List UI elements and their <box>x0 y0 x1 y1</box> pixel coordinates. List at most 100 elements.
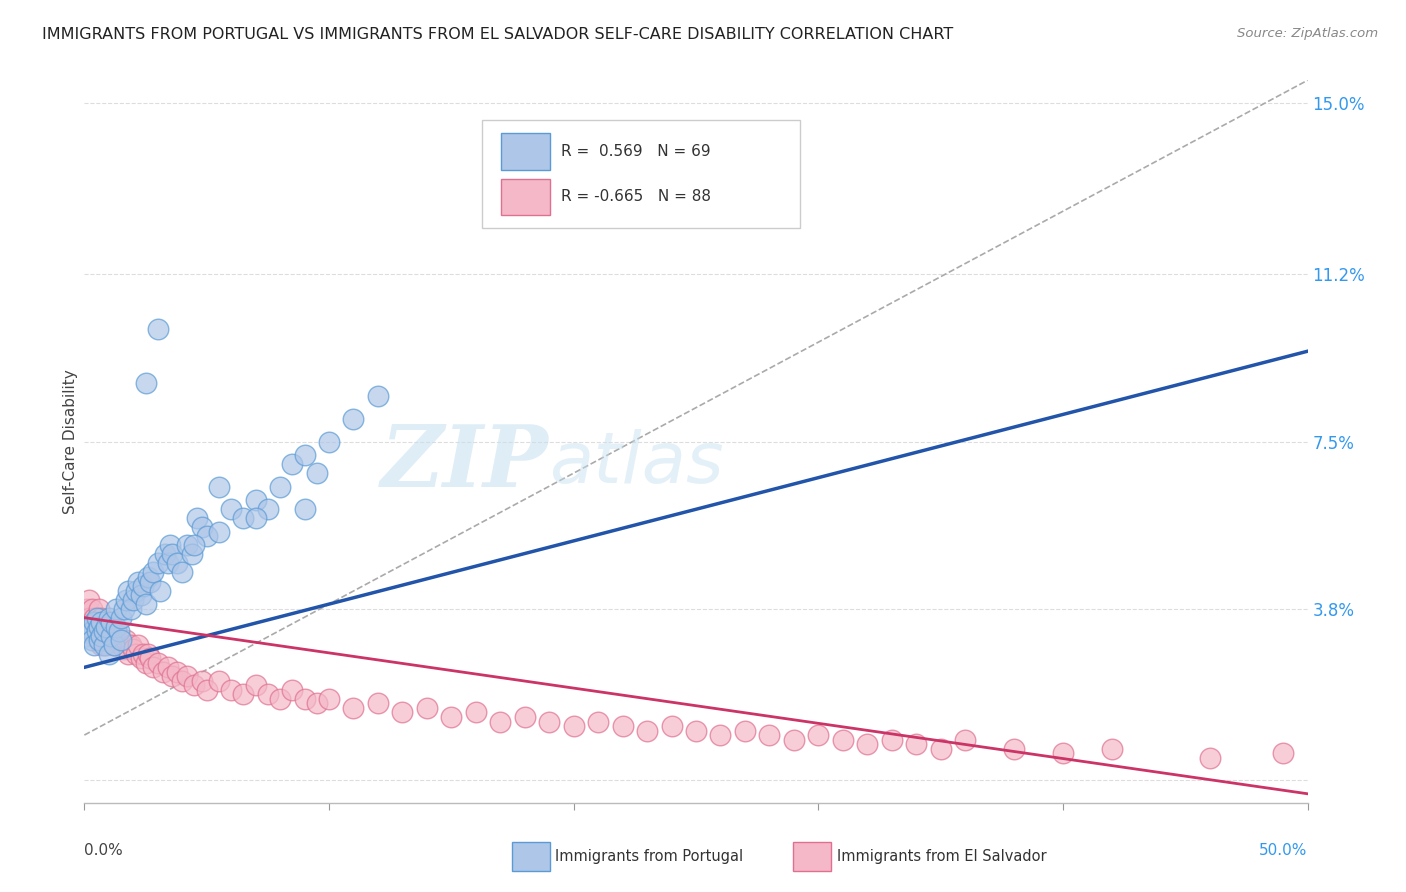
Point <box>342 412 364 426</box>
Point <box>195 529 218 543</box>
Point <box>562 719 585 733</box>
Point <box>112 642 135 657</box>
Text: 0.0%: 0.0% <box>84 843 124 857</box>
Y-axis label: Self-Care Disability: Self-Care Disability <box>63 369 77 514</box>
Point <box>294 692 316 706</box>
Point <box>77 620 100 634</box>
Point <box>208 524 231 539</box>
Point <box>257 687 280 701</box>
Point <box>93 638 115 652</box>
Point <box>181 548 204 562</box>
Point <box>367 697 389 711</box>
Point <box>86 610 108 624</box>
Point <box>120 601 142 615</box>
Point <box>208 480 231 494</box>
Point <box>305 466 328 480</box>
Point <box>159 538 181 552</box>
Point <box>110 610 132 624</box>
Point <box>586 714 609 729</box>
Point <box>191 520 214 534</box>
Point <box>83 615 105 630</box>
Point <box>342 701 364 715</box>
Point <box>166 557 188 571</box>
Point <box>232 687 254 701</box>
Point <box>636 723 658 738</box>
Point <box>96 638 118 652</box>
Point <box>1002 741 1025 756</box>
Point <box>269 692 291 706</box>
Point <box>129 651 152 665</box>
Point <box>661 719 683 733</box>
Point <box>80 620 103 634</box>
Point <box>734 723 756 738</box>
Point <box>152 665 174 679</box>
Point <box>269 480 291 494</box>
Point <box>257 502 280 516</box>
Point <box>146 557 169 571</box>
Point <box>132 579 155 593</box>
Point <box>83 638 105 652</box>
Point <box>93 620 115 634</box>
Point <box>77 592 100 607</box>
Point <box>136 647 159 661</box>
Point <box>100 615 122 630</box>
Text: atlas: atlas <box>550 429 724 498</box>
Point <box>162 669 184 683</box>
Point <box>416 701 439 715</box>
Point <box>105 633 128 648</box>
Text: R = -0.665   N = 88: R = -0.665 N = 88 <box>561 189 711 204</box>
Point <box>125 647 148 661</box>
Point <box>97 615 120 630</box>
Point <box>783 732 806 747</box>
Point <box>90 638 112 652</box>
Point <box>86 624 108 639</box>
Point <box>77 610 100 624</box>
Point <box>172 566 194 580</box>
Point <box>115 592 138 607</box>
Point <box>110 638 132 652</box>
Point <box>153 548 176 562</box>
Point <box>132 647 155 661</box>
Point <box>176 538 198 552</box>
Point <box>1101 741 1123 756</box>
Point <box>100 629 122 643</box>
Text: IMMIGRANTS FROM PORTUGAL VS IMMIGRANTS FROM EL SALVADOR SELF-CARE DISABILITY COR: IMMIGRANTS FROM PORTUGAL VS IMMIGRANTS F… <box>42 27 953 42</box>
Point <box>905 737 928 751</box>
Point <box>115 633 138 648</box>
Point <box>105 620 128 634</box>
Point <box>219 682 242 697</box>
Point <box>685 723 707 738</box>
Point <box>136 570 159 584</box>
Point <box>127 638 149 652</box>
Point <box>172 673 194 688</box>
Point <box>76 629 98 643</box>
Point <box>807 728 830 742</box>
Point <box>1272 746 1295 760</box>
Point <box>709 728 731 742</box>
Point <box>880 732 903 747</box>
Point <box>117 583 139 598</box>
Point <box>97 633 120 648</box>
Point <box>156 660 179 674</box>
Point <box>105 601 128 615</box>
Point <box>129 588 152 602</box>
Point <box>127 574 149 589</box>
Point <box>100 629 122 643</box>
Point <box>87 633 110 648</box>
Point <box>96 620 118 634</box>
Point <box>76 601 98 615</box>
Point <box>294 502 316 516</box>
Point <box>245 678 267 692</box>
FancyBboxPatch shape <box>502 133 550 169</box>
Point <box>87 620 110 634</box>
Point <box>90 629 112 643</box>
Point <box>1052 746 1074 760</box>
Point <box>93 629 115 643</box>
Point <box>122 642 145 657</box>
Point <box>367 389 389 403</box>
Point <box>135 376 157 390</box>
Point <box>83 610 105 624</box>
FancyBboxPatch shape <box>502 178 550 215</box>
Text: Immigrants from El Salvador: Immigrants from El Salvador <box>837 849 1046 863</box>
Point <box>135 656 157 670</box>
